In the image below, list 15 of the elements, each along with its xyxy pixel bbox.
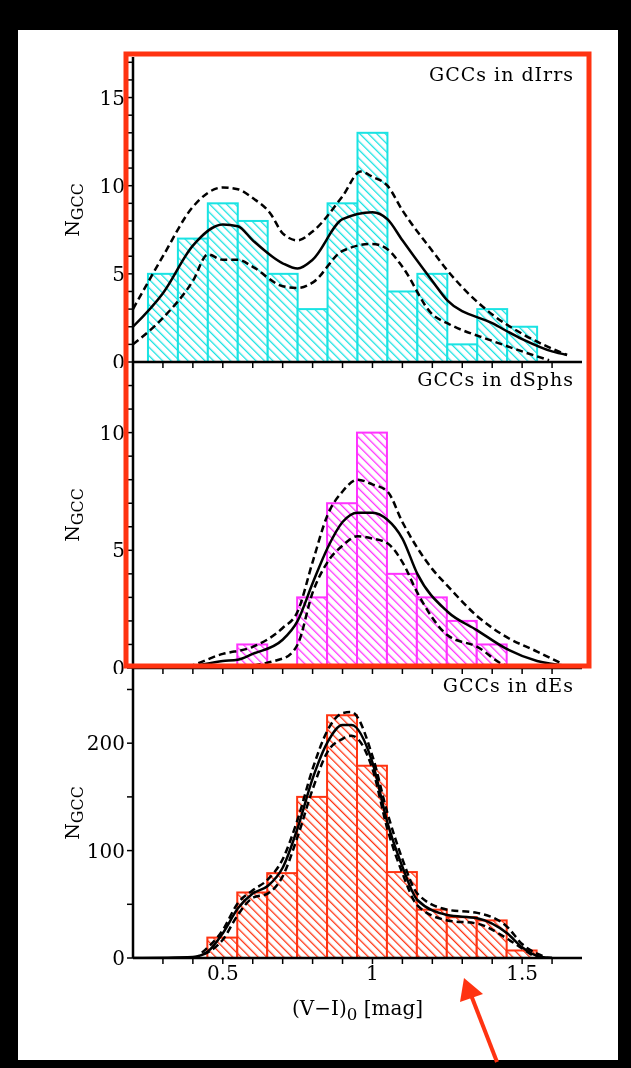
chart-title: GCCs in dIrrs [429, 63, 574, 85]
x-tick-label: 0.5 [206, 961, 239, 986]
y-tick-label: 0 [112, 946, 125, 971]
y-tick-label: 10 [99, 420, 125, 445]
chart-title: GCCs in dEs [442, 674, 574, 696]
y-tick-label: 10 [99, 173, 125, 198]
y-tick-label: 5 [112, 538, 125, 563]
chart-title: GCCs in dSphs [417, 368, 574, 390]
y-tick-label: 200 [86, 731, 125, 756]
x-tick-label: 1 [366, 961, 379, 986]
y-tick-label: 100 [86, 838, 125, 863]
x-axis-title: (V−I)$_{0}$ [mag] [292, 996, 423, 1024]
x-tick-label: 1.5 [506, 961, 539, 986]
y-tick-label: 5 [112, 261, 125, 286]
y-tick-label: 15 [99, 85, 125, 110]
